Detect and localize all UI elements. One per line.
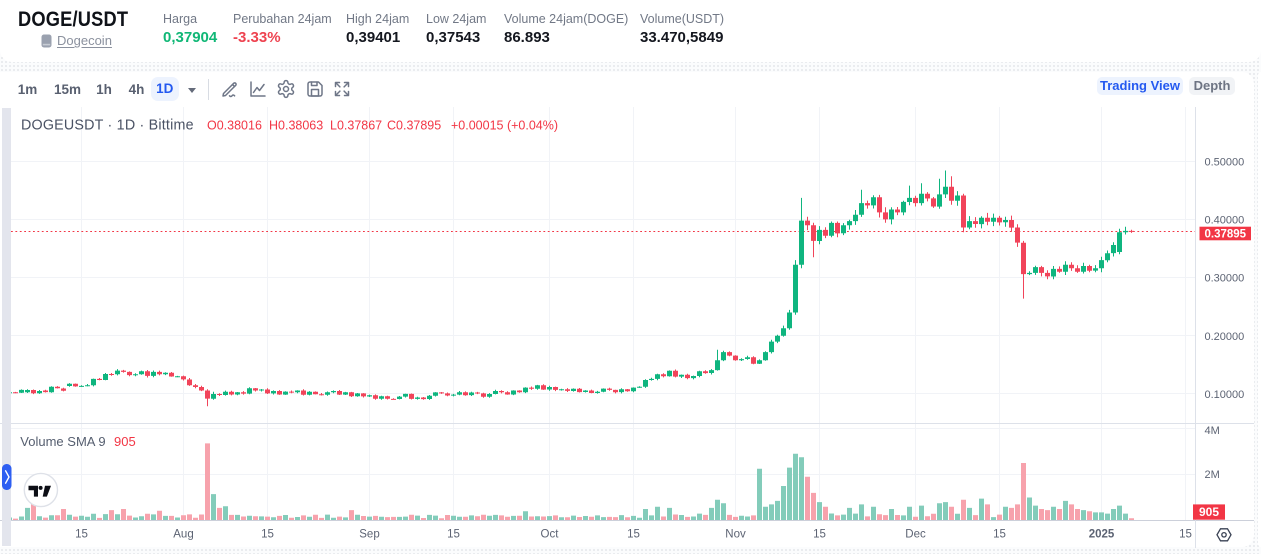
svg-text:DOGEUSDT · 1D · Bittime: DOGEUSDT · 1D · Bittime <box>21 118 194 134</box>
svg-text:2025: 2025 <box>1089 529 1115 541</box>
svg-text:15: 15 <box>447 529 460 541</box>
svg-text:15: 15 <box>261 529 274 541</box>
svg-text:0.20000: 0.20000 <box>1205 331 1245 343</box>
svg-text:H0.38063: H0.38063 <box>269 119 323 133</box>
svg-text:15: 15 <box>993 529 1006 541</box>
svg-text:Aug: Aug <box>173 529 193 541</box>
svg-text:15: 15 <box>627 529 640 541</box>
svg-text:15: 15 <box>813 529 826 541</box>
svg-text:0.37895: 0.37895 <box>1205 228 1247 240</box>
svg-text:Oct: Oct <box>541 529 560 541</box>
svg-text:0.40000: 0.40000 <box>1205 215 1245 227</box>
svg-text:905: 905 <box>1199 505 1219 519</box>
svg-text:0.10000: 0.10000 <box>1205 389 1245 401</box>
svg-text:O0.38016: O0.38016 <box>207 119 262 133</box>
svg-text:Dec: Dec <box>905 529 926 541</box>
svg-text:0.50000: 0.50000 <box>1205 156 1245 168</box>
svg-text:Volume SMA 9: Volume SMA 9 <box>20 434 105 449</box>
svg-text:Sep: Sep <box>359 529 379 541</box>
svg-text:2M: 2M <box>1205 469 1220 481</box>
svg-text:L0.37867: L0.37867 <box>330 119 382 133</box>
svg-text:15: 15 <box>1179 529 1192 541</box>
svg-text:15: 15 <box>75 529 88 541</box>
svg-text:0.30000: 0.30000 <box>1205 273 1245 285</box>
svg-text:Nov: Nov <box>725 529 746 541</box>
svg-text:905: 905 <box>114 434 136 449</box>
svg-text:C0.37895: C0.37895 <box>387 119 441 133</box>
svg-text:4M: 4M <box>1205 425 1220 437</box>
svg-text:+0.00015 (+0.04%): +0.00015 (+0.04%) <box>451 119 558 133</box>
